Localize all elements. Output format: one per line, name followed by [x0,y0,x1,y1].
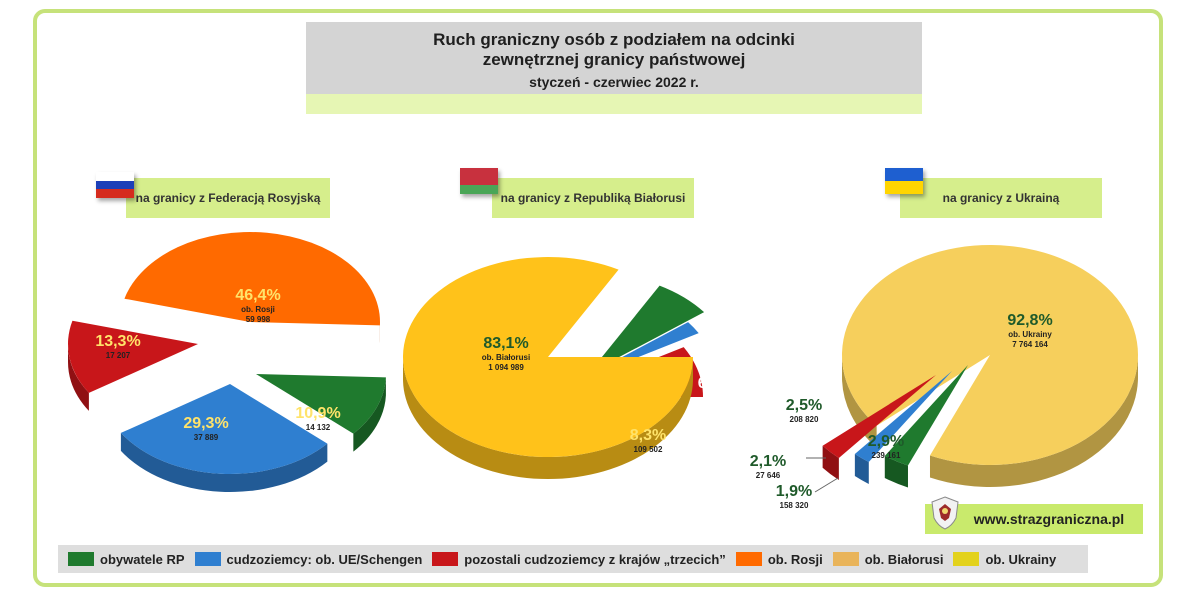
slice-category-label: ob. Rosji [241,305,275,314]
legend-item-rp: obywatele RP [68,552,185,567]
pie-slice [822,375,936,480]
slice-percent-label: 2,1% [750,453,786,470]
pie-slice [120,384,328,493]
slice-count-label: 7 764 164 [1012,340,1048,349]
slice-percent-label: 10,9% [295,405,340,422]
slice-percent-label: 83,1% [483,335,528,352]
website-link[interactable]: www.strazgraniczna.pl [973,511,1125,527]
ukraine-flag-icon [885,168,923,194]
legend-swatch [953,552,980,566]
slice-count-label: 37 889 [194,433,219,442]
slice-count-label: 14 132 [306,423,331,432]
slice-category-label: ob. Ukrainy [1008,330,1052,339]
slice-percent-label: 29,3% [183,415,228,432]
title-accent-bar [306,94,922,114]
legend-label: ob. Ukrainy [985,551,1057,567]
slice-count-label: 85 696 [704,393,729,402]
legend-label: ob. Białorusi [864,551,944,567]
pie-slice [589,285,705,373]
leader-line [814,477,839,493]
legend-swatch [735,552,762,566]
russia-flag-icon [96,172,134,198]
section-label-ukraine: na granicy z Ukrainą [900,178,1102,218]
pie-slice [124,232,380,322]
pie-slice [250,322,380,344]
section-label-russia-text: na granicy z Federacją Rosyjską [135,191,321,205]
legend-item-russia: ob. Rosji [735,551,823,567]
legend: obywatele RP cudzoziemcy: ob. UE/Schenge… [58,545,1088,573]
pie-slice [68,320,199,411]
slice-category-label: ob. Białorusi [482,353,530,362]
legend-item-ue: cudzoziemcy: ob. UE/Schengen [194,551,423,567]
slice-count-label: 17 207 [106,351,131,360]
slice-count-label: 208 820 [790,415,819,424]
slice-count-label: 109 502 [634,445,663,454]
legend-swatch [832,552,859,566]
slice-count-label: 1 094 989 [488,363,524,372]
section-label-belarus-text: na granicy z Republiką Białorusi [500,191,686,205]
title-line-1: Ruch graniczny osób z podziałem na odcin… [433,30,795,49]
legend-swatch [432,552,459,566]
pie-slice [403,257,693,479]
legend-label: pozostali cudzoziemcy z krajów „trzecich… [464,551,726,567]
border-guard-emblem-icon [931,496,959,530]
slice-percent-label: 2,9% [868,433,904,450]
chart-subtitle: styczeń - czerwiec 2022 r. [529,74,699,90]
legend-label: ob. Rosji [767,551,823,567]
slice-percent-label: 46,4% [235,287,280,304]
legend-item-belarus: ob. Białorusi [832,551,944,567]
title-background [306,22,922,94]
slice-percent-label: 2,5% [786,397,822,414]
slice-percent-label: 13,3% [95,333,140,350]
slice-count-label: 239 161 [872,451,901,460]
pie-slice [884,365,968,488]
pie-slice [929,355,1138,487]
slice-percent-label: 1,9% [776,483,812,500]
legend-label: obywatele RP [100,551,185,567]
pie-charts-group [68,232,1138,493]
title-line-2: zewnętrznej granicy państwowej [482,50,746,69]
pie-slice [854,371,952,484]
section-label-russia: na granicy z Federacją Rosyjską [126,178,330,218]
legend-label: cudzoziemcy: ob. UE/Schengen [226,551,423,567]
title-box: Ruch graniczny osób z podziałem na odcin… [306,22,922,114]
slice-percent-label: 6,5% [698,375,734,392]
legend-swatch [68,552,94,566]
section-label-ukraine-text: na granicy z Ukrainą [942,191,1060,205]
chart-title: Ruch graniczny osób z podziałem na odcin… [306,30,922,70]
belarus-flag-icon [460,168,498,194]
slice-count-label: 158 320 [780,501,809,510]
slice-percent-label: 92,8% [1007,312,1052,329]
pie-slice [256,374,386,452]
website-badge[interactable]: www.strazgraniczna.pl [925,504,1143,534]
section-label-belarus: na granicy z Republiką Białorusi [492,178,694,218]
slice-count-label: 59 998 [246,315,271,324]
legend-item-third: pozostali cudzoziemcy z krajów „trzecich… [432,552,726,567]
slice-count-label: 27 646 [756,471,781,480]
legend-item-ukraine: ob. Ukrainy [953,552,1056,567]
slice-percent-label: 8,3% [630,427,666,444]
legend-swatch [194,552,221,566]
